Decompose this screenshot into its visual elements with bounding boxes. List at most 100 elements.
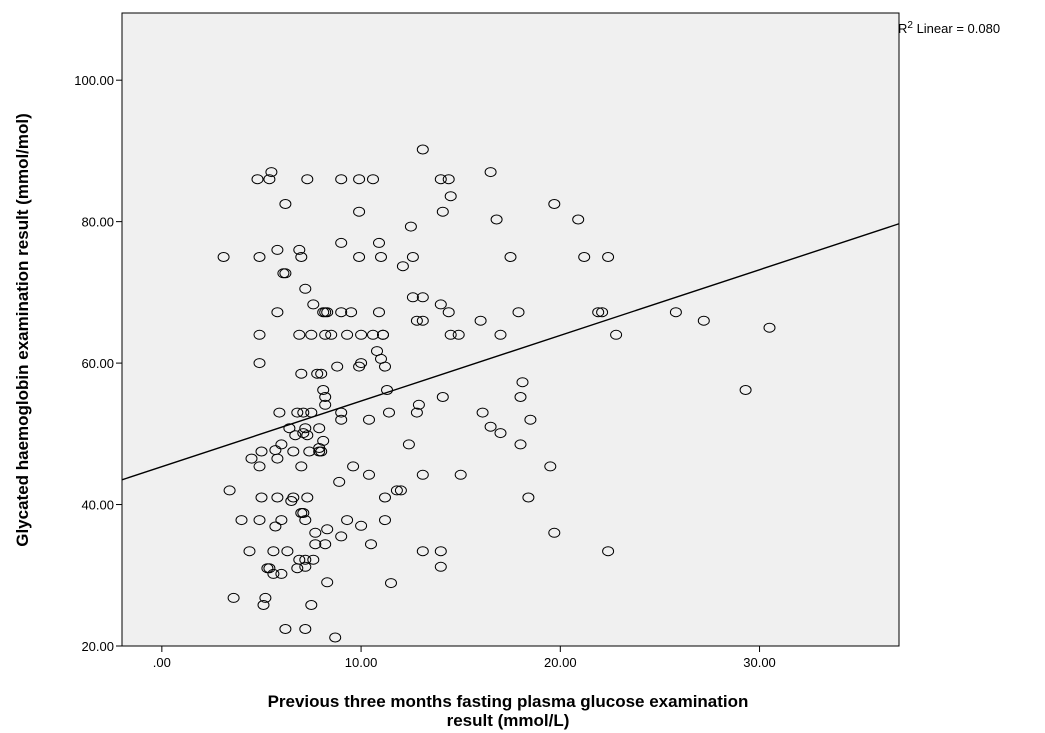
data-point (223, 485, 236, 496)
data-point (299, 423, 312, 434)
data-point (416, 315, 429, 326)
data-point (257, 600, 270, 610)
data-point (319, 329, 332, 340)
data-point (410, 315, 423, 326)
data-point (396, 261, 409, 272)
data-point (253, 515, 266, 526)
data-point (345, 307, 358, 318)
data-point (404, 221, 417, 232)
data-point (341, 329, 354, 340)
data-point (434, 546, 447, 557)
data-point (514, 392, 527, 402)
data-point (279, 199, 292, 209)
data-point (367, 329, 379, 340)
data-point (416, 292, 429, 303)
data-point (355, 329, 368, 340)
data-point (434, 561, 447, 572)
data-point (301, 492, 314, 503)
y-tick-label: 80.00 (81, 215, 114, 230)
data-point (275, 515, 288, 526)
data-point (319, 392, 332, 402)
data-point (317, 385, 330, 395)
data-point (416, 469, 429, 480)
r-squared-annotation: R2 Linear = 0.080 (898, 20, 1000, 36)
data-point (303, 446, 316, 457)
data-point (297, 508, 310, 518)
data-point (299, 515, 312, 526)
data-point (416, 546, 429, 557)
data-point (321, 577, 334, 588)
data-point (669, 307, 682, 318)
data-point (514, 439, 527, 450)
data-point (353, 206, 366, 217)
data-point (271, 453, 284, 464)
y-axis-ticks: 20.00 40.00 60.00 80.00 100.00 (74, 73, 122, 654)
data-point (295, 368, 308, 379)
x-axis-title-line-1: Previous three months fasting plasma glu… (268, 692, 749, 711)
data-point (235, 515, 248, 526)
data-point (494, 428, 507, 439)
data-point (373, 307, 385, 318)
data-point (335, 174, 348, 185)
data-point (484, 421, 497, 432)
x-tick-label: 10.00 (345, 655, 378, 670)
data-point (697, 315, 710, 326)
data-point (353, 252, 366, 262)
data-point (512, 307, 525, 318)
data-point (434, 174, 447, 185)
data-point (319, 539, 332, 550)
data-point (367, 174, 379, 185)
data-point (259, 592, 272, 603)
data-point (335, 237, 348, 248)
data-point (522, 492, 535, 503)
data-point (572, 214, 585, 225)
data-point (335, 531, 348, 542)
data-point (402, 439, 415, 450)
data-point (412, 399, 425, 410)
data-point (363, 414, 375, 425)
data-point (291, 407, 304, 418)
data-point (287, 446, 300, 457)
data-point (283, 423, 296, 434)
data-point (305, 600, 318, 610)
data-point (436, 206, 449, 217)
y-tick-label: 60.00 (81, 356, 114, 371)
data-point (406, 252, 419, 262)
data-point (307, 554, 320, 565)
data-point (592, 307, 605, 318)
data-point (299, 561, 312, 572)
data-point (377, 329, 389, 340)
data-point (394, 485, 407, 496)
data-point (281, 546, 294, 557)
data-point (311, 368, 324, 379)
data-point (363, 469, 375, 480)
data-point (313, 423, 326, 434)
data-point (299, 283, 312, 294)
data-point (251, 174, 264, 185)
data-point (253, 461, 266, 472)
data-point (548, 527, 561, 538)
y-tick-label: 20.00 (81, 639, 114, 654)
data-point (253, 252, 266, 262)
data-point (293, 244, 306, 255)
data-point (271, 307, 284, 318)
data-point (355, 520, 368, 531)
data-point (243, 546, 256, 557)
data-point (410, 407, 423, 418)
data-point (347, 461, 360, 472)
y-tick-label: 40.00 (81, 498, 114, 513)
data-point (275, 439, 288, 450)
data-point (416, 144, 429, 155)
linear-fit-line (121, 223, 900, 481)
data-point (763, 322, 776, 333)
data-point (379, 361, 391, 372)
data-point (474, 315, 487, 326)
data-point (454, 469, 467, 480)
data-point (548, 199, 561, 209)
data-point (267, 568, 280, 579)
data-point (269, 521, 282, 532)
data-point (739, 385, 752, 395)
data-point (253, 358, 266, 369)
data-point (383, 407, 395, 418)
data-point (287, 492, 300, 503)
